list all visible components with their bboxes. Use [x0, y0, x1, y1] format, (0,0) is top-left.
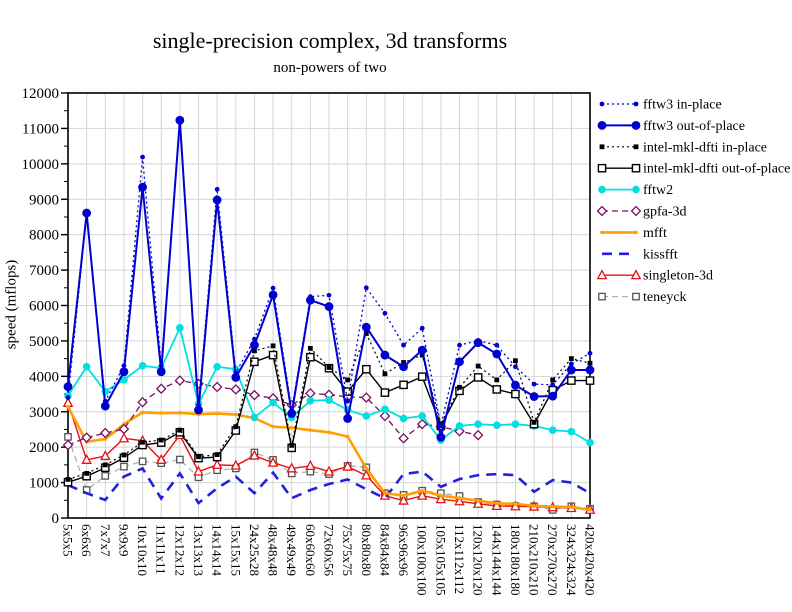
series-fftw3-in-place — [65, 120, 593, 429]
legend-item-singleton-3d: singleton-3d — [596, 269, 713, 284]
legend-item-intel-mkl-dfti-out-of-place: intel-mkl-dfti out-of-place — [597, 162, 790, 177]
y-tick-label: 0 — [52, 511, 60, 527]
x-tick-label: 270x270x270 — [545, 524, 560, 596]
x-tick-label: 84x84x84 — [377, 524, 392, 577]
x-tick-label: 180x180x180 — [508, 524, 523, 596]
legend-label: fftw2 — [643, 183, 673, 198]
legend-item-intel-mkl-dfti-in-place: intel-mkl-dfti in-place — [599, 140, 767, 155]
legend-label: singleton-3d — [643, 269, 713, 284]
y-tick-label: 2000 — [29, 440, 59, 456]
x-tick-label: 112x112x112 — [452, 524, 467, 594]
x-tick-label: 96x96x96 — [396, 524, 411, 577]
legend-label: kissfft — [643, 247, 678, 262]
y-tick-label: 7000 — [29, 263, 59, 279]
x-tick-label: 105x105x105 — [433, 524, 448, 596]
y-tick-label: 6000 — [29, 299, 59, 315]
x-tick-label: 6x6x6 — [79, 524, 94, 557]
x-tick-label: 48x48x48 — [266, 524, 281, 576]
series-intel-mkl-dfti-in-place — [65, 331, 593, 482]
chart-subtitle: non-powers of two — [273, 60, 387, 76]
x-tick-label: 100x100x100 — [415, 524, 430, 596]
legend-item-gpfa-3d: gpfa-3d — [596, 205, 687, 220]
legend-label: mfft — [643, 226, 667, 241]
y-axis-title: speed (mflops) — [3, 259, 20, 350]
series-singleton-3d — [62, 396, 596, 514]
x-tick-label: 5x5x5 — [61, 524, 76, 557]
x-tick-label: 24x25x28 — [247, 524, 262, 576]
axes: 0 1000 2000 3000 4000 5000 6000 7000 8000 9000 100… — [22, 86, 598, 596]
chart-title: single-precision complex, 3d transforms — [152, 28, 508, 53]
y-tick-label: 10000 — [22, 157, 60, 173]
y-tick-label: 4000 — [29, 369, 59, 385]
x-tick-label: 80x80x80 — [359, 524, 374, 576]
legend-label: fftw3 in-place — [643, 98, 722, 113]
legend: fftw3 in-place fftw3 out-of-place intel-mk… — [596, 98, 790, 305]
y-tick-label: 9000 — [29, 192, 59, 208]
x-tick-label: 15x15x15 — [228, 524, 243, 576]
y-tick-label: 3000 — [29, 405, 59, 421]
y-tick-label: 1000 — [29, 476, 59, 492]
x-tick-label: 9x9x9 — [116, 524, 131, 557]
legend-label: teneyck — [643, 290, 687, 305]
legend-item-fftw3-out-of-place: fftw3 out-of-place — [597, 119, 745, 134]
legend-item-teneyck: teneyck — [598, 290, 687, 305]
y-tick-label: 5000 — [29, 334, 59, 350]
x-tick-label: 14x14x14 — [210, 524, 225, 577]
legend-item-fftw3-in-place: fftw3 in-place — [599, 98, 722, 113]
x-tick-label: 144x144x144 — [489, 524, 504, 596]
legend-item-mfft: mfft — [600, 226, 667, 241]
x-tick-label: 11x11x11 — [154, 524, 169, 575]
legend-label: intel-mkl-dfti out-of-place — [643, 162, 790, 177]
legend-label: fftw3 out-of-place — [643, 119, 745, 134]
x-tick-label: 12x12x12 — [172, 524, 187, 576]
y-tick-label: 12000 — [22, 86, 60, 102]
x-tick-label: 420x420x420 — [583, 524, 598, 596]
x-tick-label: 49x49x49 — [284, 524, 299, 576]
x-tick-label: 120x120x120 — [471, 524, 486, 596]
legend-item-kissfft: kissfft — [602, 247, 678, 262]
x-tick-label: 10x10x10 — [135, 524, 150, 576]
x-tick-label: 210x210x210 — [527, 524, 542, 596]
x-tick-label: 72x60x56 — [322, 524, 337, 577]
legend-label: gpfa-3d — [643, 205, 687, 220]
x-tick-label: 13x13x13 — [191, 524, 206, 576]
x-tick-label: 60x60x60 — [303, 524, 318, 576]
x-tick-label: 75x75x75 — [340, 524, 355, 576]
series-kissfft — [67, 466, 591, 506]
x-tick-label: 324x324x324 — [564, 524, 579, 596]
x-tick-label: 7x7x7 — [98, 524, 113, 557]
y-tick-label: 11000 — [22, 121, 59, 137]
legend-label: intel-mkl-dfti in-place — [643, 140, 767, 155]
legend-item-fftw2: fftw2 — [598, 183, 673, 198]
y-tick-label: 8000 — [29, 228, 59, 244]
